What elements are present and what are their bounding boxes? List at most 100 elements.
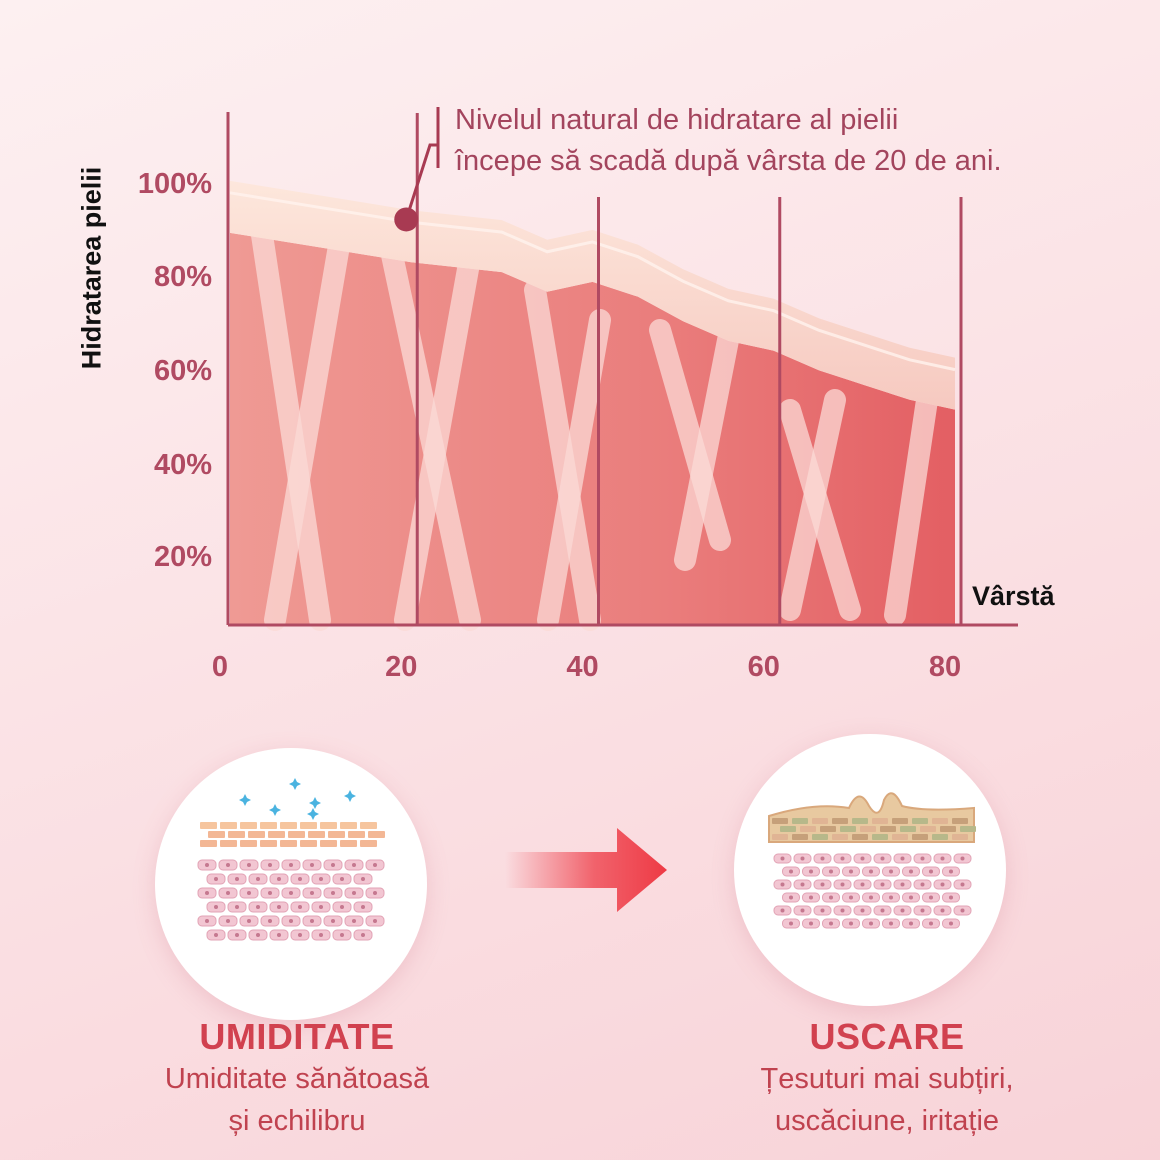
y-tick-100: 100% bbox=[138, 168, 212, 200]
cell-nucleus bbox=[840, 856, 845, 861]
x-axis-label: Vârstă bbox=[972, 581, 1055, 611]
stratum-cell bbox=[320, 822, 337, 829]
cell-nucleus bbox=[298, 905, 302, 909]
age-markers bbox=[415, 113, 963, 625]
cell-nucleus bbox=[949, 895, 953, 900]
left-desc-line-1: Umiditate sănătoasă bbox=[164, 1063, 430, 1095]
cell-nucleus bbox=[800, 856, 805, 861]
cell-nucleus bbox=[960, 856, 965, 861]
stratum-cell bbox=[288, 831, 305, 838]
y-tick-80: 80% bbox=[154, 261, 212, 293]
cell-nucleus bbox=[960, 908, 965, 913]
cell-nucleus bbox=[247, 891, 251, 895]
cell-nucleus bbox=[361, 905, 365, 909]
cell-nucleus bbox=[900, 882, 905, 887]
stratum-cell bbox=[348, 831, 365, 838]
cell-nucleus bbox=[849, 895, 853, 900]
x-tick-20: 20 bbox=[385, 651, 417, 683]
left-panel-title: UMIDITATE bbox=[199, 1016, 395, 1057]
dry-skin-circle bbox=[734, 734, 1006, 1006]
stratum-cell bbox=[240, 840, 257, 847]
cell-nucleus bbox=[889, 921, 893, 926]
cell-nucleus bbox=[860, 908, 865, 913]
y-axis-label: Hidratarea pielii bbox=[76, 166, 107, 370]
dry-stratum-cell bbox=[892, 834, 908, 840]
cell-nucleus bbox=[214, 877, 218, 881]
collagen-fiber bbox=[884, 369, 941, 626]
dry-stratum-cell bbox=[952, 818, 968, 824]
annotation bbox=[394, 107, 440, 232]
cell-nucleus bbox=[869, 869, 873, 874]
dry-stratum-cell bbox=[912, 834, 928, 840]
left-panel-desc: Umiditate sănătoasă și echilibru bbox=[77, 1058, 517, 1142]
cell-nucleus bbox=[800, 882, 805, 887]
cell-nucleus bbox=[289, 891, 293, 895]
moisture-sparkle-icon bbox=[269, 804, 281, 816]
cell-nucleus bbox=[960, 882, 965, 887]
dry-stratum-cell bbox=[772, 818, 788, 824]
cell-nucleus bbox=[235, 905, 239, 909]
dry-stratum-cell bbox=[812, 818, 828, 824]
cell-nucleus bbox=[820, 908, 825, 913]
dry-stratum-cell bbox=[832, 834, 848, 840]
cell-nucleus bbox=[829, 895, 833, 900]
dry-stratum-cell bbox=[920, 826, 936, 832]
cell-nucleus bbox=[226, 919, 230, 923]
moisture-sparkle-icon bbox=[344, 790, 356, 802]
y-tick-20: 20% bbox=[154, 541, 212, 573]
hydration-band bbox=[229, 180, 956, 410]
left-desc-line-2: și echilibru bbox=[228, 1105, 366, 1137]
stratum-cell bbox=[320, 840, 337, 847]
cell-nucleus bbox=[361, 933, 365, 937]
cell-nucleus bbox=[849, 921, 853, 926]
dry-stratum-cell bbox=[792, 818, 808, 824]
dry-stratum-cell bbox=[952, 834, 968, 840]
x-tick-80: 80 bbox=[929, 651, 961, 683]
cell-nucleus bbox=[256, 905, 260, 909]
cell-nucleus bbox=[268, 891, 272, 895]
cell-nucleus bbox=[929, 869, 933, 874]
x-tick-40: 40 bbox=[566, 651, 598, 683]
y-tick-40: 40% bbox=[154, 449, 212, 481]
stratum-cell bbox=[228, 831, 245, 838]
dry-stratum-cell bbox=[780, 826, 796, 832]
dry-stratum-cell bbox=[812, 834, 828, 840]
cell-nucleus bbox=[940, 882, 945, 887]
cell-nucleus bbox=[949, 869, 953, 874]
dry-stratum-cell bbox=[880, 826, 896, 832]
cell-nucleus bbox=[780, 908, 785, 913]
cell-nucleus bbox=[909, 895, 913, 900]
dry-stratum-cell bbox=[832, 818, 848, 824]
cell-nucleus bbox=[331, 863, 335, 867]
hydration-band-fill bbox=[230, 180, 955, 410]
series-line bbox=[229, 191, 956, 372]
stratum-cell bbox=[240, 822, 257, 829]
cell-nucleus bbox=[900, 856, 905, 861]
cell-nucleus bbox=[214, 933, 218, 937]
y-tick-60: 60% bbox=[154, 355, 212, 387]
cell-nucleus bbox=[319, 877, 323, 881]
cell-nucleus bbox=[929, 921, 933, 926]
x-tick-0: 0 bbox=[212, 651, 228, 683]
cell-nucleus bbox=[310, 919, 314, 923]
stratum-cell bbox=[340, 822, 357, 829]
cell-nucleus bbox=[789, 895, 793, 900]
dry-stratum-cell bbox=[900, 826, 916, 832]
cell-nucleus bbox=[268, 863, 272, 867]
cell-nucleus bbox=[840, 908, 845, 913]
healthy-skin-circle bbox=[155, 748, 427, 1020]
cell-nucleus bbox=[780, 882, 785, 887]
cell-nucleus bbox=[247, 919, 251, 923]
dry-stratum-cell bbox=[940, 826, 956, 832]
cell-nucleus bbox=[829, 869, 833, 874]
cell-nucleus bbox=[340, 877, 344, 881]
hydration-chart: 0 20 40 60 80 20% 40% 60% 80% 100% bbox=[138, 107, 1018, 683]
cell-nucleus bbox=[289, 863, 293, 867]
cell-nucleus bbox=[809, 895, 813, 900]
moisture-sparkle-icon bbox=[307, 808, 319, 820]
annotation-line-2: începe să scadă după vârsta de 20 de ani… bbox=[455, 145, 1002, 177]
stratum-cell bbox=[200, 840, 217, 847]
cell-nucleus bbox=[340, 933, 344, 937]
cell-nucleus bbox=[889, 869, 893, 874]
stratum-cell bbox=[220, 822, 237, 829]
